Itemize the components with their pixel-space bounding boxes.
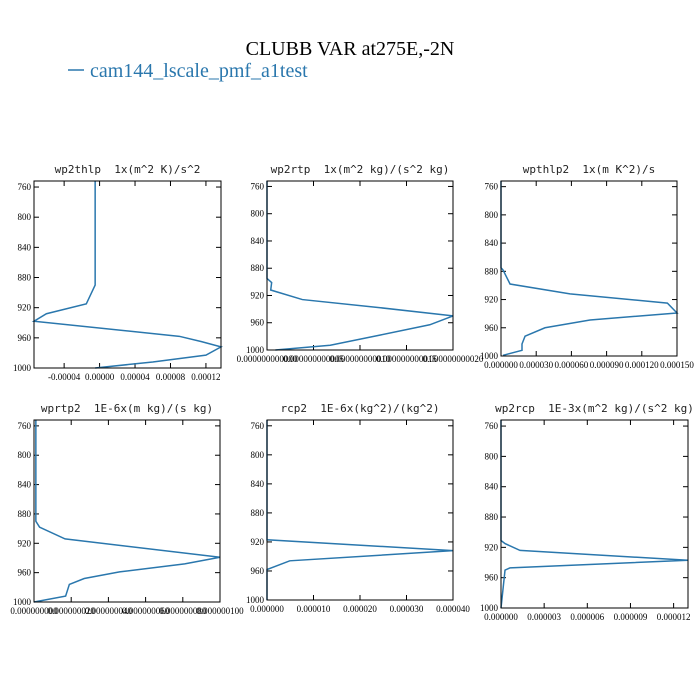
y-tick-label: 840 [18, 480, 32, 490]
y-tick-label: 920 [18, 538, 32, 548]
y-tick-label: 880 [485, 512, 499, 522]
y-tick-label: 1000 [480, 603, 499, 613]
x-tick-label: 0.000000060 [122, 606, 170, 616]
x-tick-label: 0.000012 [657, 612, 691, 622]
plot-frame [500, 419, 689, 609]
profile-line [33, 420, 221, 603]
x-tick-label: 0.000000000010 [330, 354, 391, 364]
x-tick-label: 0.000150 [660, 360, 694, 370]
x-tick-label: 0.000010 [297, 604, 331, 614]
profile-line [31, 181, 223, 369]
x-tick-label: 0.000000020 [48, 606, 96, 616]
y-tick-label: 960 [485, 323, 499, 333]
y-tick-label: 1000 [13, 363, 32, 373]
y-tick-label: 760 [18, 421, 32, 431]
y-tick-label: 1000 [480, 351, 499, 361]
profile-line [266, 420, 454, 600]
y-tick-label: 800 [485, 451, 499, 461]
plot-frame [500, 180, 678, 357]
x-tick-label: 0.000040 [436, 604, 470, 614]
x-tick-label: -0.00004 [48, 372, 81, 382]
x-tick-label: 0.000000000005 [283, 354, 344, 364]
y-tick-label: 1000 [13, 597, 32, 607]
panel-title: wp2thlp 1x(m^2 K)/s^2 [55, 163, 201, 176]
y-tick-label: 920 [251, 290, 265, 300]
y-tick-label: 960 [251, 566, 265, 576]
panel-title: wprtp2 1E-6x(m kg)/(s kg) [41, 402, 213, 415]
x-tick-label: 0.000120 [625, 360, 659, 370]
y-tick-label: 920 [485, 295, 499, 305]
legend-label: cam144_lscale_pmf_a1test [90, 60, 308, 82]
x-tick-label: 0.000000080 [159, 606, 207, 616]
y-tick-label: 800 [485, 210, 499, 220]
panel-title: wp2rtp 1x(m^2 kg)/(s^2 kg) [271, 163, 450, 176]
y-tick-label: 880 [251, 508, 265, 518]
y-tick-label: 880 [251, 263, 265, 273]
x-tick-label: 0.000000000015 [376, 354, 437, 364]
panel-title: rcp2 1E-6x(kg^2)/(kg^2) [281, 402, 440, 415]
y-tick-label: 760 [485, 182, 499, 192]
x-tick-label: 0.00000 [85, 372, 115, 382]
x-tick-label: 0.000000040 [85, 606, 133, 616]
y-tick-label: 840 [18, 242, 32, 252]
x-tick-label: 0.00012 [191, 372, 220, 382]
x-tick-label: 0.000090 [590, 360, 624, 370]
y-tick-label: 880 [18, 273, 32, 283]
y-tick-label: 760 [18, 182, 32, 192]
x-tick-label: 0.000000 [484, 360, 518, 370]
y-tick-label: 800 [251, 450, 265, 460]
x-tick-label: 0.00004 [120, 372, 150, 382]
y-tick-label: 840 [251, 479, 265, 489]
x-tick-label: 0.000030 [519, 360, 553, 370]
x-tick-label: 0.000020 [343, 604, 377, 614]
x-tick-label: 0.000009 [614, 612, 648, 622]
profile-line [500, 420, 689, 609]
x-tick-label: 0.000000000020 [423, 354, 484, 364]
plot-frame [33, 180, 222, 369]
x-tick-label: 0.000006 [570, 612, 604, 622]
profile-line [266, 181, 454, 351]
x-tick-label: 0.000030 [390, 604, 424, 614]
y-tick-label: 920 [251, 537, 265, 547]
y-tick-label: 960 [251, 318, 265, 328]
y-tick-label: 960 [485, 573, 499, 583]
x-tick-label: 0.000000100 [196, 606, 244, 616]
x-tick-label: 0.000000 [250, 604, 284, 614]
y-tick-label: 880 [18, 509, 32, 519]
y-tick-label: 840 [485, 482, 499, 492]
y-tick-label: 840 [485, 238, 499, 248]
plot-frame [266, 419, 454, 601]
x-tick-label: 0.000000000 [10, 606, 58, 616]
y-tick-label: 800 [251, 209, 265, 219]
x-tick-label: 0.000060 [555, 360, 589, 370]
x-tick-label: 0.000003 [527, 612, 561, 622]
x-tick-label: 0.000000000000 [237, 354, 298, 364]
y-tick-label: 840 [251, 236, 265, 246]
figure-title: CLUBB VAR at275E,-2N [246, 38, 455, 60]
x-tick-label: 0.000000 [484, 612, 518, 622]
x-tick-label: 0.00008 [156, 372, 186, 382]
y-tick-label: 760 [251, 181, 265, 191]
y-tick-label: 960 [18, 568, 32, 578]
y-tick-label: 880 [485, 266, 499, 276]
y-tick-label: 760 [485, 421, 499, 431]
y-tick-label: 960 [18, 333, 32, 343]
y-tick-label: 920 [485, 542, 499, 552]
y-tick-label: 800 [18, 212, 32, 222]
panel-title: wpthlp2 1x(m K^2)/s [523, 163, 655, 176]
profile-line [500, 181, 679, 357]
y-tick-label: 1000 [246, 345, 265, 355]
y-tick-label: 800 [18, 450, 32, 460]
y-tick-label: 1000 [246, 595, 265, 605]
y-tick-label: 760 [251, 421, 265, 431]
panel-title: wp2rcp 1E-3x(m^2 kg)/(s^2 kg) [495, 402, 694, 415]
y-tick-label: 920 [18, 303, 32, 313]
plot-frame [33, 419, 221, 603]
plot-frame [266, 180, 454, 351]
